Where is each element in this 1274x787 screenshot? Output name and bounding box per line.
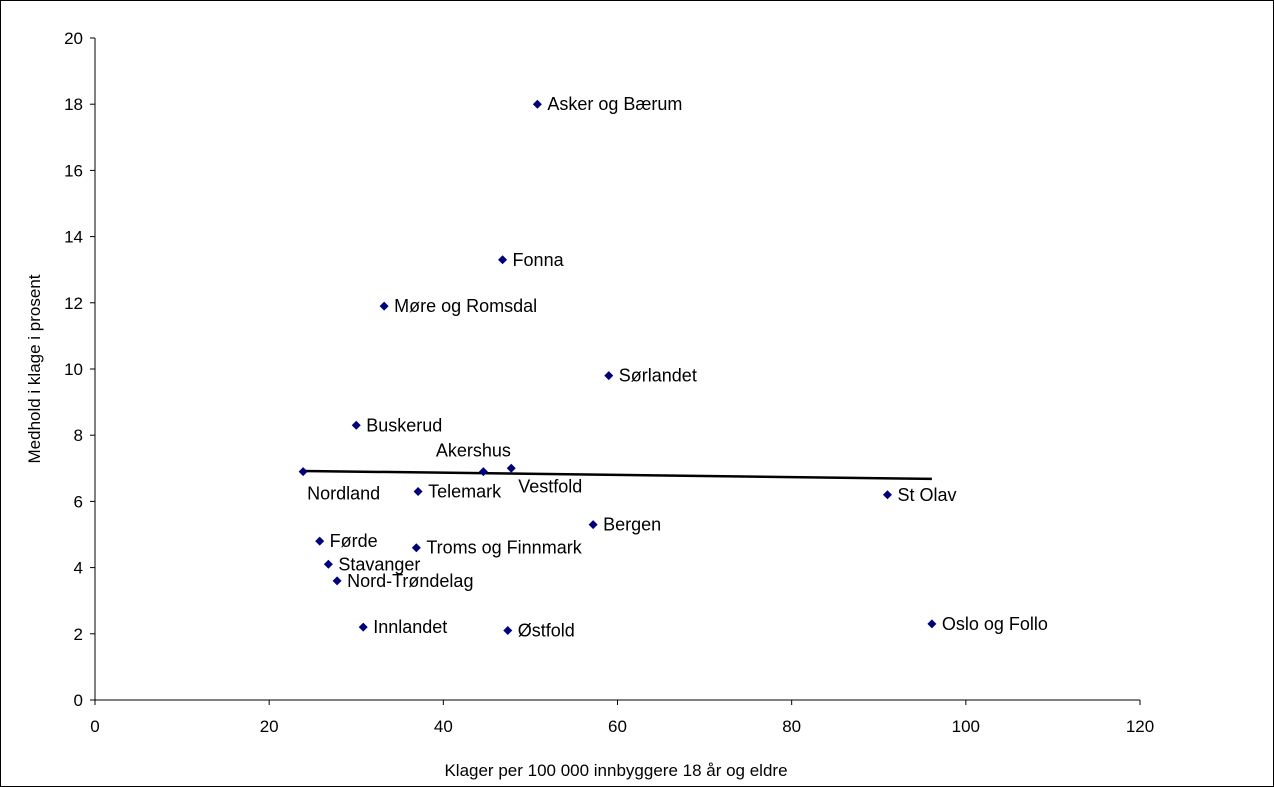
y-tick-label: 6 — [74, 492, 83, 511]
data-label: Østfold — [518, 620, 575, 640]
data-label: Stavanger — [338, 554, 420, 574]
data-point — [315, 536, 325, 546]
y-tick-label: 10 — [64, 360, 83, 379]
y-axis-title: Medhold i klage i prosent — [25, 274, 44, 463]
data-point — [413, 486, 423, 496]
data-label: Sørlandet — [619, 366, 697, 386]
trendline — [303, 469, 932, 481]
x-tick-label: 80 — [782, 717, 801, 736]
data-label: Vestfold — [518, 476, 582, 496]
data-label: Nordland — [307, 484, 380, 504]
data-point — [532, 99, 542, 109]
y-tick-label: 12 — [64, 294, 83, 313]
data-point — [604, 371, 614, 381]
x-tick-label: 40 — [434, 717, 453, 736]
data-point — [882, 490, 892, 500]
y-tick-label: 14 — [64, 228, 83, 247]
points-layer — [298, 99, 937, 635]
x-tick-label: 20 — [260, 717, 279, 736]
data-point — [588, 520, 598, 530]
data-point — [411, 543, 421, 553]
data-point — [298, 467, 308, 477]
data-label: Asker og Bærum — [547, 94, 682, 114]
x-tick-label: 120 — [1126, 717, 1154, 736]
data-label: Innlandet — [373, 617, 447, 637]
y-tick-label: 18 — [64, 95, 83, 114]
y-tick-label: 4 — [74, 559, 83, 578]
data-label: Fonna — [513, 250, 565, 270]
y-axis: 0 2 4 6 8 10 12 14 16 18 20 — [64, 29, 96, 710]
x-tick-label: 100 — [952, 717, 980, 736]
y-tick-label: 2 — [74, 625, 83, 644]
y-tick-label: 16 — [64, 161, 83, 180]
data-point — [379, 301, 389, 311]
data-point — [478, 467, 488, 477]
data-label: St Olav — [897, 485, 956, 505]
x-axis: 0 20 40 60 80 100 120 — [90, 699, 1154, 736]
data-label: Nord-Trøndelag — [347, 571, 473, 591]
data-point — [503, 625, 513, 635]
x-tick-label: 60 — [608, 717, 627, 736]
data-label: Oslo og Follo — [942, 614, 1048, 634]
data-point — [498, 255, 508, 265]
y-tick-label: 20 — [64, 29, 83, 48]
trendline-layer — [303, 469, 932, 481]
data-label: Førde — [330, 531, 378, 551]
data-point — [323, 559, 333, 569]
x-axis-title: Klager per 100 000 innbyggere 18 år og e… — [444, 761, 787, 780]
data-point — [351, 420, 361, 430]
data-label: Troms og Finnmark — [426, 538, 582, 558]
y-tick-label: 8 — [74, 426, 83, 445]
x-tick-label: 0 — [90, 717, 99, 736]
data-label: Buskerud — [366, 415, 442, 435]
data-point — [358, 622, 368, 632]
point-labels-layer: Asker og Bærum Fonna Møre og Romsdal Sørlan… — [307, 94, 1048, 640]
data-point — [506, 463, 516, 473]
data-point — [332, 576, 342, 586]
data-label: Møre og Romsdal — [394, 296, 537, 316]
data-point — [927, 619, 937, 629]
y-tick-label: 0 — [74, 691, 83, 710]
data-label: Akershus — [436, 441, 511, 461]
data-label: Telemark — [428, 481, 502, 501]
data-label: Bergen — [603, 515, 661, 535]
